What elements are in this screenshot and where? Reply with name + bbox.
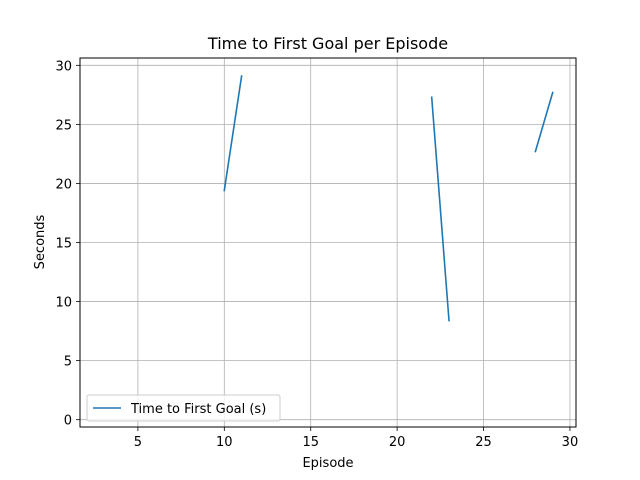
legend: Time to First Goal (s)	[87, 395, 280, 421]
x-tick-label: 5	[134, 435, 142, 450]
chart-title: Time to First Goal per Episode	[207, 34, 448, 53]
y-tick-label: 20	[55, 177, 72, 192]
x-tick-label: 15	[302, 435, 319, 450]
y-tick-label: 30	[55, 59, 72, 74]
y-tick-label: 15	[55, 237, 72, 252]
x-tick-label: 30	[562, 435, 579, 450]
x-tick-label: 20	[389, 435, 406, 450]
y-axis-label: Seconds	[33, 214, 48, 269]
x-tick-label: 25	[475, 435, 492, 450]
y-tick-label: 10	[55, 296, 72, 311]
y-tick-label: 5	[64, 355, 72, 370]
y-tick-label: 25	[55, 118, 72, 133]
y-tick-label: 0	[64, 414, 72, 429]
x-axis-label: Episode	[302, 456, 353, 471]
legend-label: Time to First Goal (s)	[130, 402, 266, 417]
x-tick-label: 10	[216, 435, 233, 450]
